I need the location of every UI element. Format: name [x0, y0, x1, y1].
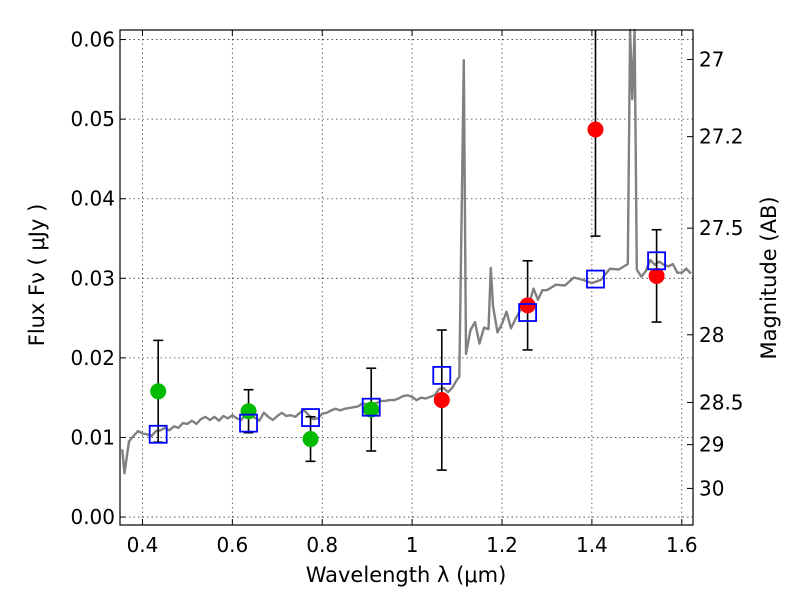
y-tick-label: 0.03: [70, 266, 115, 290]
y-tick-label: 0.06: [70, 28, 115, 52]
right-tick-label: 27.5: [699, 216, 744, 240]
y-tick-label: 0.02: [70, 346, 115, 370]
y-tick-label: 0.00: [70, 505, 115, 529]
model-band-flux-square: [586, 269, 605, 289]
right-tick-label: 29: [699, 433, 724, 457]
x-axis-label: Wavelength λ (μm): [306, 563, 507, 587]
plot-frame: [119, 29, 694, 526]
right-tick-label: 28: [699, 323, 724, 347]
model-band-flux-square: [148, 424, 168, 444]
y-tick-label: 0.05: [70, 107, 115, 131]
x-tick-label: 1.2: [486, 533, 518, 557]
y-tick-label: 0.04: [70, 187, 115, 211]
model-spectrum-layer: [121, 28, 692, 475]
axis-ticks: [120, 30, 693, 525]
right-tick-label: 30: [699, 476, 724, 500]
model-band-squares-layer: [148, 251, 666, 444]
error-bars-layer: [153, 30, 662, 471]
observed-flux-point: [150, 383, 167, 400]
right-tick-label: 27.2: [699, 125, 744, 149]
x-tick-label: 1: [406, 533, 419, 557]
right-axis-label: Magnitude (AB): [757, 196, 781, 359]
model-band-flux-square: [647, 251, 666, 271]
right-tick-label: 28.5: [699, 390, 744, 414]
observed-flux-point: [363, 401, 380, 418]
model-band-flux-square: [239, 413, 258, 433]
model-band-flux-square: [361, 397, 381, 417]
observed-flux-point: [519, 297, 536, 314]
observed-flux-point: [433, 392, 450, 409]
observed-flux-point: [648, 267, 665, 284]
y-axis-label: Flux Fν ( μJy ): [25, 204, 49, 347]
magnitude-tick-labels: 27 27.2 27.5 28 28.5 29 30: [699, 47, 744, 500]
x-tick-label: 0.4: [127, 533, 159, 557]
model-band-flux-square: [432, 365, 452, 385]
observed-flux-point: [587, 121, 604, 138]
right-tick-label: 27: [699, 47, 724, 71]
x-tick-labels: 0.4 0.6 0.8 1 1.2 1.4 1.6: [127, 533, 698, 557]
x-tick-label: 1.4: [576, 533, 608, 557]
observed-flux-point: [240, 403, 257, 420]
x-tick-label: 0.6: [216, 533, 248, 557]
y-tick-labels: 0.00 0.01 0.02 0.03 0.04 0.05 0.06: [70, 28, 115, 529]
model-spectrum-line: [121, 28, 692, 475]
model-band-flux-square: [301, 408, 320, 427]
grid-lines: [120, 30, 693, 525]
model-band-flux-square: [518, 303, 538, 322]
observed-flux-point: [302, 431, 319, 448]
x-tick-label: 1.6: [666, 533, 698, 557]
x-tick-label: 0.8: [306, 533, 338, 557]
observed-points-layer: [150, 121, 665, 448]
y-tick-label: 0.01: [70, 425, 115, 449]
